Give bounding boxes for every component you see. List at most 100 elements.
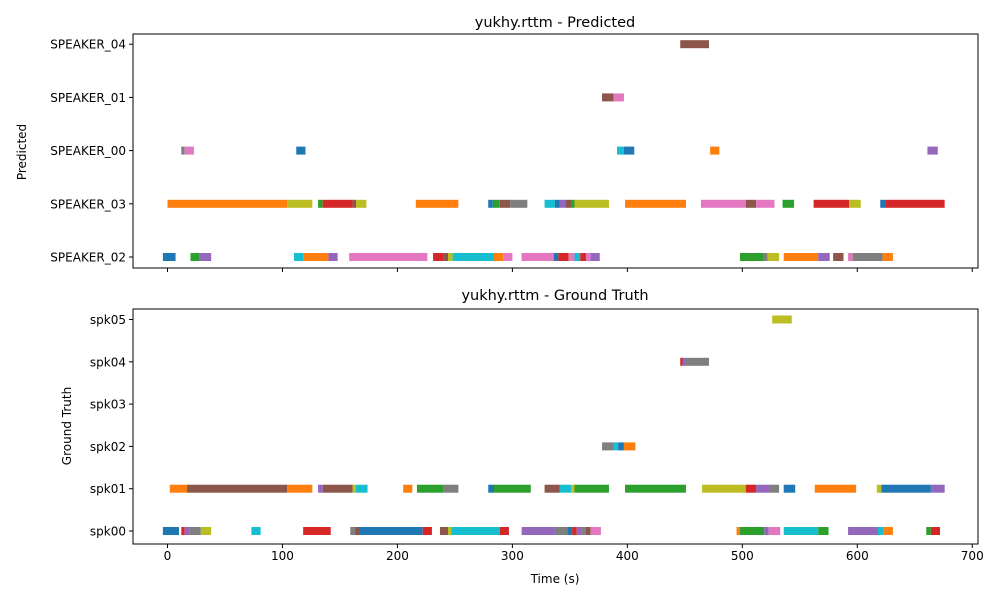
ground-truth-segment-spk00-46 bbox=[448, 527, 452, 535]
ground-truth-panel-title: yukhy.rttm - Ground Truth bbox=[461, 288, 648, 304]
predicted-segment-speaker-00-6 bbox=[617, 146, 624, 155]
predicted-y-tick-label-speaker-02: SPEAKER_02 bbox=[50, 251, 126, 265]
ground-truth-segment-spk00-54 bbox=[581, 527, 586, 535]
predicted-segment-speaker-00-3 bbox=[181, 146, 185, 155]
predicted-segment-speaker-03-13 bbox=[322, 199, 353, 208]
predicted-segment-speaker-02-49 bbox=[521, 253, 554, 261]
ground-truth-segment-spk04-3 bbox=[685, 357, 709, 366]
predicted-panel-y-label: Predicted bbox=[15, 124, 29, 180]
predicted-segment-speaker-02-38 bbox=[199, 253, 212, 261]
ground-truth-segment-spk00-59 bbox=[764, 527, 769, 535]
predicted-segment-speaker-02-44 bbox=[443, 253, 449, 261]
ground-truth-y-tick-label-spk02: spk02 bbox=[90, 440, 126, 454]
predicted-segment-speaker-03-10 bbox=[167, 199, 288, 208]
ground-truth-segments bbox=[162, 315, 945, 535]
predicted-y-tick-label-speaker-04: SPEAKER_04 bbox=[50, 38, 126, 52]
predicted-segment-speaker-03-20 bbox=[510, 199, 528, 208]
predicted-y-tick-label-speaker-01: SPEAKER_01 bbox=[50, 91, 126, 105]
x-tick-label-200: 200 bbox=[386, 549, 409, 563]
predicted-plot-frame bbox=[132, 33, 979, 269]
ground-truth-segment-spk04-2 bbox=[682, 357, 686, 366]
ground-truth-segment-spk01-15 bbox=[403, 484, 413, 493]
ground-truth-segment-spk00-67 bbox=[930, 527, 941, 535]
predicted-segment-speaker-02-55 bbox=[585, 253, 591, 261]
ground-truth-segment-spk01-13 bbox=[352, 484, 357, 493]
ground-truth-segment-spk00-40 bbox=[303, 527, 331, 535]
predicted-segment-speaker-03-11 bbox=[287, 199, 313, 208]
predicted-segment-speaker-02-56 bbox=[590, 253, 600, 261]
ground-truth-panel-y-label: Ground Truth bbox=[60, 387, 74, 465]
ground-truth-segment-spk01-17 bbox=[443, 484, 459, 493]
predicted-panel-title: yukhy.rttm - Predicted bbox=[475, 15, 635, 31]
ground-truth-segment-spk01-25 bbox=[702, 484, 746, 493]
predicted-segment-speaker-03-18 bbox=[492, 199, 500, 208]
predicted-segment-speaker-03-21 bbox=[544, 199, 555, 208]
ground-truth-segment-spk00-36 bbox=[184, 527, 190, 535]
ground-truth-segment-spk00-47 bbox=[451, 527, 500, 535]
ground-truth-segment-spk00-43 bbox=[359, 527, 423, 535]
predicted-segment-speaker-02-42 bbox=[349, 253, 428, 261]
ground-truth-segment-spk01-8 bbox=[169, 484, 188, 493]
predicted-panel: yukhy.rttm - Predicted Predicted SPEAKER… bbox=[15, 15, 979, 272]
predicted-segment-speaker-03-15 bbox=[356, 199, 367, 208]
ground-truth-segment-spk01-24 bbox=[625, 484, 686, 493]
ground-truth-segment-spk00-39 bbox=[251, 527, 261, 535]
x-axis-label: Time (s) bbox=[530, 572, 580, 586]
predicted-segment-speaker-02-47 bbox=[493, 253, 504, 261]
ground-truth-segment-spk01-12 bbox=[322, 484, 353, 493]
ground-truth-y-ticks: spk00 spk01 spk02 spk03 spk04 spk05 bbox=[90, 313, 133, 539]
predicted-segment-speaker-02-41 bbox=[328, 253, 338, 261]
predicted-segment-speaker-02-52 bbox=[568, 253, 575, 261]
ground-truth-segment-spk01-30 bbox=[814, 484, 857, 493]
predicted-segments bbox=[162, 40, 945, 261]
predicted-segment-speaker-03-17 bbox=[488, 199, 493, 208]
predicted-y-ticks: SPEAKER_02 SPEAKER_03 SPEAKER_00 SPEAKER_01… bbox=[50, 38, 133, 265]
ground-truth-segment-spk00-35 bbox=[181, 527, 185, 535]
ground-truth-segment-spk00-55 bbox=[585, 527, 591, 535]
ground-truth-segment-spk01-28 bbox=[769, 484, 780, 493]
ground-truth-segment-spk00-50 bbox=[554, 527, 568, 535]
ground-truth-segment-spk00-45 bbox=[439, 527, 449, 535]
ground-truth-segment-spk01-18 bbox=[488, 484, 494, 493]
ground-truth-segment-spk00-37 bbox=[189, 527, 201, 535]
ground-truth-segment-spk02-4 bbox=[602, 442, 614, 451]
predicted-x-ticks bbox=[166, 268, 973, 272]
ground-truth-segment-spk00-48 bbox=[499, 527, 509, 535]
ground-truth-segment-spk01-21 bbox=[559, 484, 572, 493]
x-tick-label-0: 0 bbox=[164, 549, 172, 563]
ground-truth-segment-spk00-61 bbox=[783, 527, 819, 535]
ground-truth-segment-spk01-26 bbox=[745, 484, 757, 493]
predicted-segment-speaker-02-61 bbox=[818, 253, 830, 261]
predicted-segment-speaker-00-7 bbox=[623, 146, 635, 155]
ground-truth-segment-spk01-23 bbox=[574, 484, 609, 493]
ground-truth-segment-spk01-27 bbox=[756, 484, 770, 493]
ground-truth-panel: yukhy.rttm - Ground Truth Ground Truth s… bbox=[60, 288, 984, 586]
ground-truth-segment-spk01-10 bbox=[287, 484, 313, 493]
predicted-segment-speaker-00-5 bbox=[296, 146, 306, 155]
ground-truth-segment-spk00-38 bbox=[200, 527, 212, 535]
predicted-segment-speaker-03-19 bbox=[499, 199, 511, 208]
predicted-segment-speaker-02-46 bbox=[452, 253, 494, 261]
predicted-segment-speaker-03-26 bbox=[574, 199, 609, 208]
ground-truth-segment-spk00-52 bbox=[572, 527, 577, 535]
ground-truth-segment-spk00-58 bbox=[740, 527, 765, 535]
predicted-segment-speaker-03-35 bbox=[886, 199, 945, 208]
predicted-segment-speaker-04-0 bbox=[680, 40, 709, 49]
ground-truth-segment-spk00-65 bbox=[883, 527, 893, 535]
ground-truth-segment-spk00-53 bbox=[576, 527, 582, 535]
ground-truth-segment-spk00-44 bbox=[422, 527, 432, 535]
predicted-segment-speaker-02-53 bbox=[574, 253, 581, 261]
ground-truth-segment-spk02-5 bbox=[613, 442, 619, 451]
predicted-segment-speaker-03-29 bbox=[745, 199, 757, 208]
predicted-segment-speaker-00-4 bbox=[184, 146, 194, 155]
predicted-segment-speaker-02-62 bbox=[833, 253, 844, 261]
x-tick-label-600: 600 bbox=[846, 549, 869, 563]
predicted-y-tick-label-speaker-00: SPEAKER_00 bbox=[50, 144, 126, 158]
ground-truth-y-tick-label-spk01: spk01 bbox=[90, 482, 126, 496]
ground-truth-segment-spk00-62 bbox=[818, 527, 829, 535]
ground-truth-segment-spk00-41 bbox=[350, 527, 355, 535]
ground-truth-segment-spk01-31 bbox=[876, 484, 882, 493]
predicted-segment-speaker-03-24 bbox=[565, 199, 572, 208]
